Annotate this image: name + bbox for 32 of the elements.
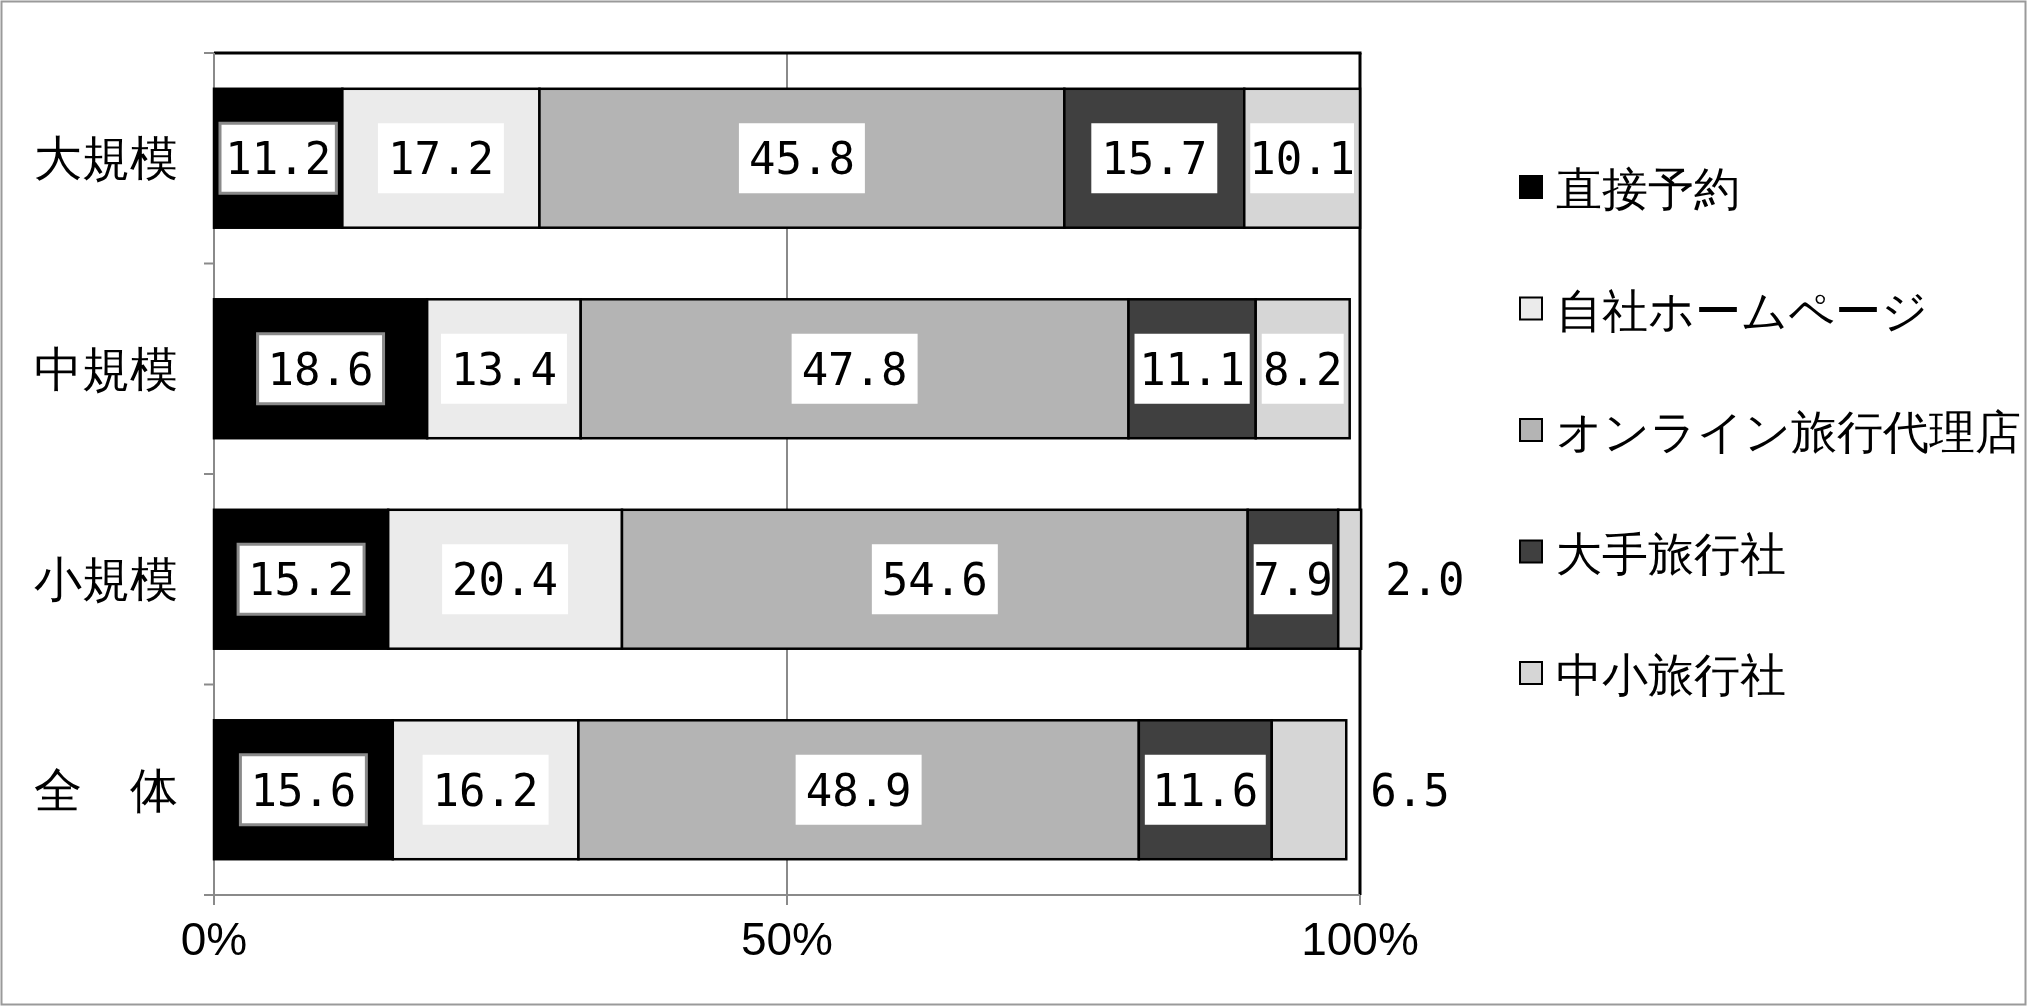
data-label: 2.0 xyxy=(1385,554,1465,606)
legend-label: 中小旅行社 xyxy=(1556,649,1786,701)
data-label: 11.1 xyxy=(1139,343,1246,395)
data-label: 11.6 xyxy=(1152,764,1259,816)
y-tick-label: 小規模 xyxy=(34,553,178,607)
data-label: 7.9 xyxy=(1253,554,1333,606)
data-label: 6.5 xyxy=(1370,764,1450,816)
data-label: 15.6 xyxy=(250,764,357,816)
data-label: 54.6 xyxy=(881,554,988,606)
data-label: 8.2 xyxy=(1262,343,1343,395)
data-label: 11.2 xyxy=(225,133,332,185)
data-label: 16.2 xyxy=(432,764,539,816)
data-label: 20.4 xyxy=(452,554,559,606)
legend-label: 直接予約 xyxy=(1556,163,1740,215)
data-label: 15.2 xyxy=(248,554,355,606)
y-tick-label: 大規模 xyxy=(34,132,178,186)
legend-label: オンライン旅行代理店 xyxy=(1556,406,2021,458)
x-tick-label: 100% xyxy=(1301,913,1419,965)
data-label: 48.9 xyxy=(805,764,912,816)
data-label: 10.1 xyxy=(1249,133,1356,185)
y-tick-label: 中規模 xyxy=(34,342,178,396)
data-label: 17.2 xyxy=(387,133,494,185)
data-label: 13.4 xyxy=(450,343,557,395)
data-label: 18.6 xyxy=(267,343,374,395)
y-tick-label: 全 体 xyxy=(34,763,178,817)
data-label: 45.8 xyxy=(748,133,855,185)
legend-label: 自社ホームページ xyxy=(1556,284,1928,337)
legend-label: 大手旅行社 xyxy=(1556,527,1786,580)
data-label: 15.7 xyxy=(1101,133,1208,185)
x-tick-label: 50% xyxy=(740,913,834,965)
x-tick-label: 0% xyxy=(180,913,248,965)
data-label: 47.8 xyxy=(801,343,908,395)
